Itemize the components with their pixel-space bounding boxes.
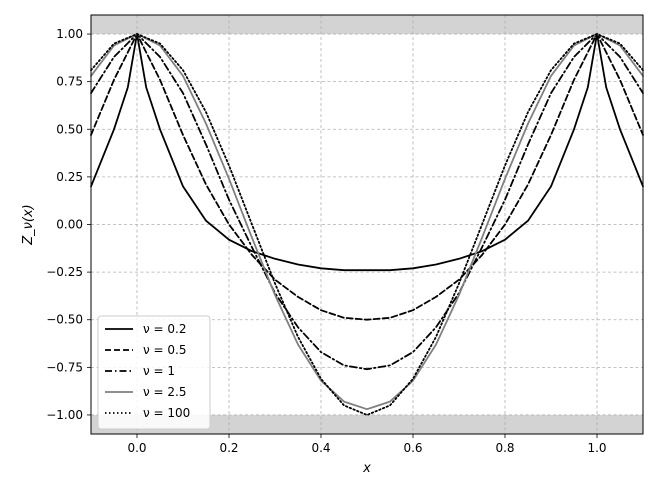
y-axis-ticks: −1.00 −0.75 −0.50 −0.25 0.00 0.25 0.50 0.75 1.00: [46, 27, 91, 422]
legend-box: [97, 315, 211, 430]
series-line: [90, 33, 644, 416]
legend-label: ν = 0.5: [143, 343, 186, 357]
y-axis-label: Z_ν(x): [21, 204, 36, 246]
series-line: [90, 33, 644, 411]
series-line: [90, 33, 644, 272]
y-tick-label: −0.50: [46, 313, 83, 327]
shaded-band: [91, 15, 643, 35]
x-tick-label: 0.2: [219, 441, 238, 455]
legend-label: ν = 100: [143, 406, 190, 420]
series-line: [90, 33, 644, 371]
y-tick-label: −0.25: [46, 265, 83, 279]
x-tick-label: 0.6: [403, 441, 422, 455]
y-tick-label: −0.75: [46, 360, 83, 374]
series-line: [90, 33, 644, 321]
y-tick-label: −1.00: [46, 408, 83, 422]
y-tick-label: 1.00: [56, 27, 83, 41]
legend-label: ν = 0.2: [143, 322, 186, 336]
x-tick-label: 0.0: [127, 441, 146, 455]
x-tick-label: 1.0: [587, 441, 606, 455]
x-axis-ticks: 0.0 0.2 0.4 0.6 0.8 1.0: [127, 434, 607, 455]
y-tick-label: 0.75: [56, 75, 83, 89]
x-tick-label: 0.8: [495, 441, 514, 455]
y-tick-label: 0.00: [56, 218, 83, 232]
y-tick-label: 0.25: [56, 170, 83, 184]
series-lines: [90, 33, 644, 416]
x-tick-label: 0.4: [311, 441, 330, 455]
legend-label: ν = 2.5: [143, 385, 186, 399]
legend: ν = 0.2 ν = 0.5 ν = 1 ν = 2.5 ν = 100: [97, 315, 211, 430]
x-axis-label: x: [362, 461, 371, 476]
y-tick-label: 0.50: [56, 122, 83, 136]
legend-label: ν = 1: [143, 364, 175, 378]
